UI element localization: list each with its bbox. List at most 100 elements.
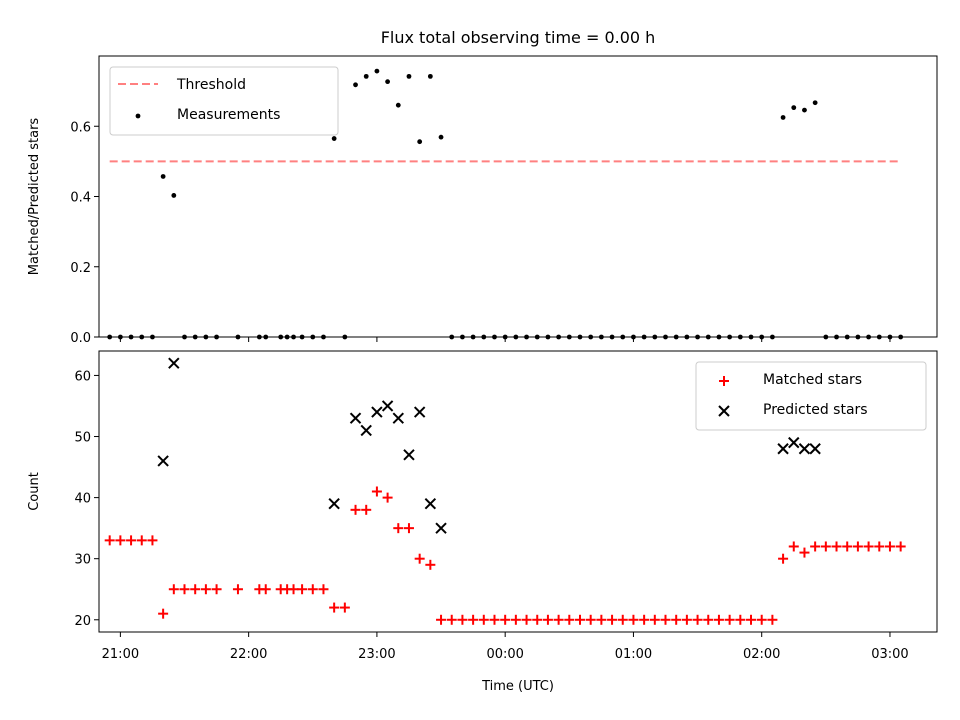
- data-point: [260, 584, 271, 595]
- data-point: [361, 504, 372, 515]
- data-point: [200, 584, 211, 595]
- data-point-b: [392, 412, 404, 424]
- data-point: [802, 107, 807, 113]
- data-point-b: [435, 522, 447, 534]
- x-tick-label: 02:00: [743, 647, 780, 662]
- data-point-b: [788, 436, 800, 449]
- data-point: [810, 541, 821, 552]
- data-point: [809, 443, 821, 455]
- y-axis-label: Matched/Predicted stars: [27, 118, 42, 276]
- data-point-b: [798, 443, 811, 455]
- series-measurements: [107, 68, 904, 340]
- data-point: [671, 614, 682, 625]
- data-point: [318, 584, 329, 595]
- data-point: [778, 553, 789, 564]
- data-point-b: [403, 449, 415, 461]
- data-point: [713, 614, 724, 625]
- data-point: [553, 614, 564, 625]
- data-point: [660, 614, 671, 625]
- data-point-b: [349, 412, 362, 424]
- data-point: [820, 541, 831, 552]
- data-point: [756, 614, 767, 625]
- data-point: [425, 559, 436, 570]
- data-point: [363, 73, 369, 79]
- series-matched-stars: [104, 486, 906, 625]
- data-point: [190, 584, 201, 595]
- data-point: [353, 82, 358, 88]
- data-point: [703, 614, 714, 625]
- data-point: [136, 535, 147, 546]
- y-tick-label: 20: [74, 614, 91, 629]
- legend-box: [695, 361, 927, 431]
- legend-swatch: [718, 405, 730, 417]
- data-point-b: [371, 406, 383, 418]
- data-point: [521, 614, 532, 625]
- legend-label: Measurements: [177, 107, 280, 123]
- data-point: [157, 455, 169, 467]
- data-point: [382, 492, 393, 503]
- data-point: [628, 614, 639, 625]
- legend: Threshold Measurements: [109, 66, 339, 136]
- data-point: [500, 614, 511, 625]
- data-point: [607, 614, 618, 625]
- legend: Matched stars Predicted stars: [695, 361, 927, 431]
- data-point: [812, 100, 818, 106]
- data-point: [788, 436, 800, 449]
- data-point: [446, 614, 457, 625]
- data-point: [777, 443, 789, 455]
- data-point-b: [360, 424, 372, 437]
- data-point: [160, 174, 166, 179]
- data-point-b: [809, 443, 821, 455]
- data-point: [371, 486, 382, 497]
- data-point: [798, 443, 811, 455]
- legend-label: Threshold: [176, 77, 246, 93]
- x-axis-label: Time (UTC): [481, 679, 554, 694]
- data-point: [349, 412, 362, 424]
- y-tick-label: 60: [74, 369, 91, 384]
- legend-swatch: [135, 113, 141, 119]
- data-point: [884, 541, 895, 552]
- data-point: [438, 134, 444, 140]
- legend-swatch: [719, 376, 729, 386]
- data-point: [424, 498, 437, 510]
- data-point: [435, 522, 447, 534]
- data-point: [767, 614, 778, 625]
- data-point: [874, 541, 885, 552]
- data-point-b: [381, 400, 394, 412]
- data-point: [791, 105, 797, 111]
- data-point: [374, 68, 380, 74]
- data-point: [126, 535, 137, 546]
- data-point: [417, 139, 423, 145]
- data-point: [649, 614, 660, 625]
- data-point: [532, 614, 543, 625]
- legend-box: [109, 66, 339, 136]
- data-point: [427, 73, 433, 79]
- data-point-b: [157, 455, 169, 467]
- legend-label: Predicted stars: [763, 402, 868, 418]
- chart-title: Flux total observing time = 0.00 h: [381, 28, 656, 47]
- data-point: [468, 614, 479, 625]
- y-tick-label: 0.4: [70, 191, 91, 206]
- data-point: [104, 535, 115, 546]
- data-point: [339, 602, 350, 613]
- x-tick-label: 01:00: [615, 647, 652, 662]
- y-tick-label: 50: [74, 431, 91, 446]
- data-point: [852, 541, 863, 552]
- data-point: [297, 584, 308, 595]
- data-point: [211, 584, 222, 595]
- x-tick-label: 22:00: [230, 647, 267, 662]
- data-point: [406, 73, 412, 79]
- data-point: [596, 614, 607, 625]
- data-point: [381, 400, 394, 412]
- axes-frame: [98, 55, 938, 338]
- legend-label: Matched stars: [763, 372, 862, 388]
- data-point: [788, 541, 799, 552]
- axes-frame: [98, 350, 938, 633]
- y-tick-label: 30: [74, 553, 91, 568]
- data-point-b: [168, 357, 180, 369]
- data-point: [328, 498, 340, 510]
- data-point: [457, 614, 468, 625]
- data-point: [147, 535, 158, 546]
